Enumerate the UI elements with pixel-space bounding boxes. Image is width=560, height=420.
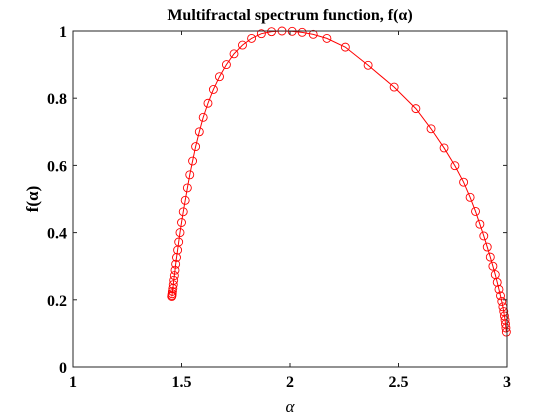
- x-tick-label: 2: [286, 374, 294, 391]
- y-axis-label: f(α): [23, 186, 42, 212]
- data-point: [182, 183, 192, 193]
- data-point: [471, 206, 480, 216]
- data-point: [169, 271, 179, 281]
- data-point: [485, 252, 495, 262]
- data-point: [178, 207, 188, 217]
- data-point: [488, 261, 498, 271]
- y-tick-label: 0.2: [47, 293, 67, 310]
- chart-title: Multifractal spectrum function, f(α): [167, 7, 412, 24]
- data-point: [168, 280, 178, 290]
- data-point: [185, 170, 195, 180]
- data-point: [450, 161, 460, 171]
- x-tick-label: 2.5: [389, 374, 409, 391]
- data-point: [194, 127, 204, 137]
- data-point: [180, 195, 190, 205]
- data-point: [459, 177, 469, 187]
- x-tick-label: 1: [69, 374, 77, 391]
- data-point: [411, 104, 421, 114]
- data-point: [496, 291, 505, 301]
- y-tick-label: 1: [59, 24, 67, 41]
- y-axis: 0 0.2 0.4 0.6 0.8 1: [47, 24, 507, 377]
- data-point: [247, 33, 257, 43]
- data-point: [167, 286, 177, 296]
- data-point: [169, 275, 179, 285]
- data-point: [171, 259, 181, 269]
- data-point: [215, 72, 224, 82]
- data-point: [492, 277, 502, 287]
- data-point: [465, 192, 475, 202]
- data-point: [475, 219, 485, 229]
- y-tick-label: 0.4: [47, 226, 67, 243]
- data-point: [198, 112, 208, 122]
- y-tick-label: 0: [59, 360, 67, 377]
- plot-layer: [167, 26, 511, 337]
- data-point: [363, 60, 373, 70]
- data-point: [479, 231, 489, 241]
- data-point: [167, 289, 177, 299]
- data-point: [208, 85, 218, 94]
- x-axis: 1 1.5 2 2.5 3: [69, 31, 511, 391]
- data-point: [494, 284, 504, 294]
- data-point: [297, 27, 307, 37]
- data-point: [308, 29, 318, 39]
- data-point: [340, 42, 350, 52]
- data-point: [238, 40, 247, 50]
- data-point: [170, 265, 180, 275]
- series-line: [171, 30, 507, 333]
- y-tick-label: 0.6: [47, 158, 67, 175]
- data-point: [175, 228, 185, 238]
- data-point: [229, 49, 239, 59]
- x-axis-label: α: [286, 397, 296, 416]
- data-point: [174, 237, 184, 247]
- data-point: [497, 297, 507, 306]
- data-point: [188, 156, 198, 166]
- axes-box: [72, 30, 508, 368]
- data-point: [426, 124, 436, 134]
- data-point: [172, 253, 181, 262]
- y-tick-label: 0.8: [47, 91, 67, 108]
- x-tick-label: 3: [503, 374, 511, 391]
- x-tick-label: 1.5: [172, 374, 192, 391]
- data-point: [389, 82, 399, 92]
- data-point: [191, 142, 201, 152]
- data-point: [501, 323, 511, 333]
- data-point: [499, 307, 509, 317]
- data-point: [203, 98, 213, 108]
- data-point: [439, 143, 449, 153]
- data-point: [482, 242, 492, 252]
- data-point: [501, 327, 511, 337]
- data-point: [256, 29, 266, 39]
- data-point: [267, 27, 277, 37]
- data-point: [322, 33, 332, 43]
- data-point: [221, 60, 231, 70]
- data-point: [177, 218, 186, 227]
